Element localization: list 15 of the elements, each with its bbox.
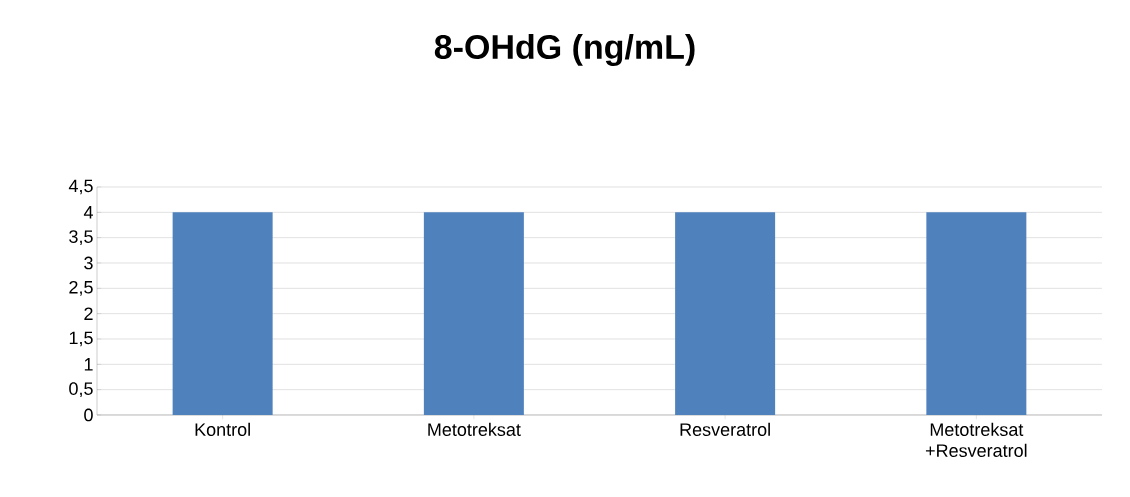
x-tick-label: Resveratrol	[680, 422, 770, 436]
x-tick-label: Metotreksat +Resveratrol	[925, 422, 1027, 457]
y-tick-label: 3	[84, 256, 93, 270]
y-tick-label: 1,5	[69, 331, 93, 347]
y-tick-label: 2,5	[69, 280, 93, 296]
y-tick-label: 2	[84, 307, 93, 320]
y-tick-label: 0	[84, 408, 93, 422]
y-tick-label: 1	[84, 358, 93, 371]
x-tick-label: Metotreksat	[428, 422, 521, 436]
chart-title: 8-OHdG (ng/mL)	[434, 34, 695, 66]
y-tick-label: 3,5	[69, 230, 93, 246]
y-tick-label: 4,5	[68, 179, 93, 195]
y-tick-label: 0,5	[69, 382, 93, 398]
y-tick-label: 4	[83, 206, 93, 219]
x-tick-label: Kontrol	[195, 422, 250, 436]
